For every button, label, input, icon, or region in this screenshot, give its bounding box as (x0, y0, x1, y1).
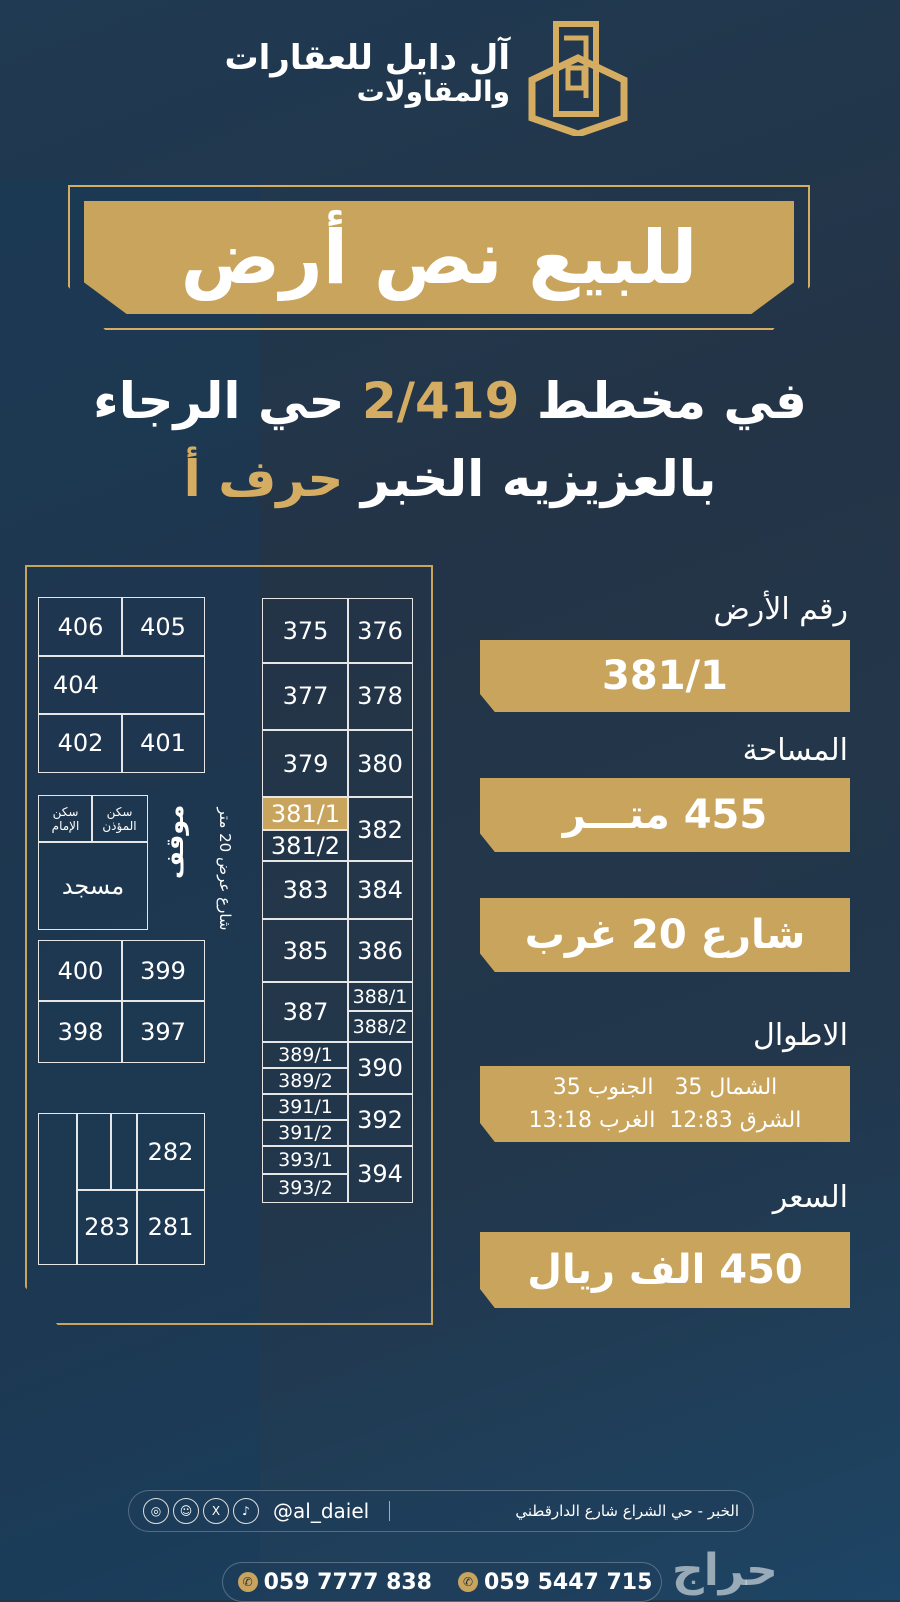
lot: 389/2 (262, 1067, 349, 1095)
plot-number-label: رقم الأرض (713, 592, 848, 627)
lot: 399 (121, 940, 205, 1002)
phone-icon: ✆ (237, 1572, 258, 1592)
company-logo-icon (528, 21, 628, 136)
lot: 393/1 (262, 1145, 349, 1175)
area-label: المساحة (742, 733, 848, 768)
phone-bar: ✆ 059 7777 838 ✆ 059 5447 715 (222, 1562, 662, 1602)
north-length: الشمال 35 (674, 1075, 778, 1100)
price-value: 450 الف ريال (480, 1232, 850, 1308)
mosque: مسجد (38, 841, 148, 930)
tiktok-icon[interactable]: ♪ (233, 1498, 259, 1524)
background-accent (0, 180, 260, 1600)
subtitle-letter: حرف أ (183, 450, 344, 508)
east-length: الشرق 12:83 (669, 1108, 802, 1133)
lot: 401 (121, 713, 205, 773)
subtitle-district: حي الرجاء (93, 372, 345, 430)
lot: 383 (262, 860, 349, 920)
lot: 376 (347, 598, 413, 664)
lot-highlighted: 381/1 (262, 797, 349, 831)
headline: للبيع نص أرض (84, 201, 794, 314)
muezzin-housing: سكن المؤذن (91, 795, 148, 843)
lot: 400 (38, 940, 123, 1002)
lengths-box: الشمال 35 الجنوب 35 الشرق 12:83 الغرب 13… (480, 1066, 850, 1142)
phone-number-1[interactable]: 059 5447 715 (484, 1569, 653, 1595)
lot: 382 (347, 797, 413, 862)
lot (38, 1113, 78, 1265)
lot: 404 (38, 655, 205, 715)
lot: 281 (136, 1189, 205, 1265)
lengths-row2: الشرق 12:83 الغرب 13:18 (529, 1104, 802, 1137)
brand-name: آل دايل للعقارات والمقاولات (224, 38, 510, 109)
lot: 381/2 (262, 829, 349, 862)
price-label: السعر (772, 1180, 848, 1215)
lot: 384 (347, 860, 413, 920)
lot: 378 (347, 662, 413, 730)
lot: 389/1 (262, 1041, 349, 1069)
lot: 398 (38, 1000, 123, 1063)
brand-name-line2: والمقاولات (356, 75, 510, 109)
phone-number-2[interactable]: 059 7777 838 (263, 1569, 432, 1595)
x-icon[interactable]: X (203, 1498, 229, 1524)
lot: 390 (347, 1041, 413, 1095)
lot: 397 (121, 1000, 205, 1063)
snapchat-icon[interactable]: ☺ (173, 1498, 199, 1524)
lot: 402 (38, 713, 123, 773)
lot (76, 1113, 112, 1191)
south-length: الجنوب 35 (552, 1075, 654, 1100)
area-value: 455 متـــر (480, 778, 850, 852)
lot: 387 (262, 981, 349, 1043)
site-map (25, 565, 433, 1325)
subtitle-city: بالعزيزيه الخبر (360, 450, 717, 508)
phone-icon: ✆ (458, 1572, 478, 1592)
social-handle[interactable]: @al_daiel (273, 1499, 370, 1523)
plan-number: 2/419 (362, 372, 520, 430)
subtitle-line1: في مخطط 2/419 حي الرجاء (0, 372, 900, 430)
lot: 386 (347, 918, 413, 983)
lot: 282 (136, 1113, 205, 1191)
lot: 377 (262, 662, 349, 730)
lot: 406 (38, 597, 123, 657)
lot: 393/2 (262, 1173, 349, 1203)
lot: 391/2 (262, 1119, 349, 1147)
brand-name-line1: آل دايل للعقارات (224, 38, 510, 78)
haraj-watermark: حراج (672, 1545, 778, 1596)
lot: 394 (347, 1145, 413, 1203)
headline-banner: للبيع نص أرض (68, 185, 810, 330)
subtitle-line2: بالعزيزيه الخبر حرف أ (0, 450, 900, 508)
divider (389, 1501, 391, 1521)
lot: 388/1 (347, 981, 413, 1012)
lot: 392 (347, 1093, 413, 1147)
lot: 385 (262, 918, 349, 983)
street-label: شارع عرض 20 متر (216, 807, 234, 931)
lot: 380 (347, 730, 413, 797)
address: الخبر - حي الشراع شارع الدارقطني (515, 1502, 739, 1520)
subtitle-text: في مخطط (536, 372, 807, 430)
plot-number-value: 381/1 (480, 640, 850, 712)
lot: 283 (76, 1189, 138, 1265)
lot: 375 (262, 598, 349, 664)
imam-housing: سكن الإمام (38, 795, 93, 843)
west-length: الغرب 13:18 (528, 1108, 656, 1133)
lengths-label: الاطوال (753, 1018, 848, 1053)
contact-bar: ◎ ☺ X ♪ @al_daiel الخبر - حي الشراع شارع… (128, 1490, 754, 1532)
lot (110, 1113, 138, 1191)
street-value: شارع 20 غرب (480, 898, 850, 972)
instagram-icon[interactable]: ◎ (143, 1498, 169, 1524)
lot: 388/2 (347, 1010, 413, 1043)
lot: 391/1 (262, 1093, 349, 1121)
parking-label: موقف (161, 804, 189, 879)
lot: 379 (262, 730, 349, 797)
lengths-row1: الشمال 35 الجنوب 35 (553, 1071, 778, 1104)
lot: 405 (121, 597, 205, 657)
